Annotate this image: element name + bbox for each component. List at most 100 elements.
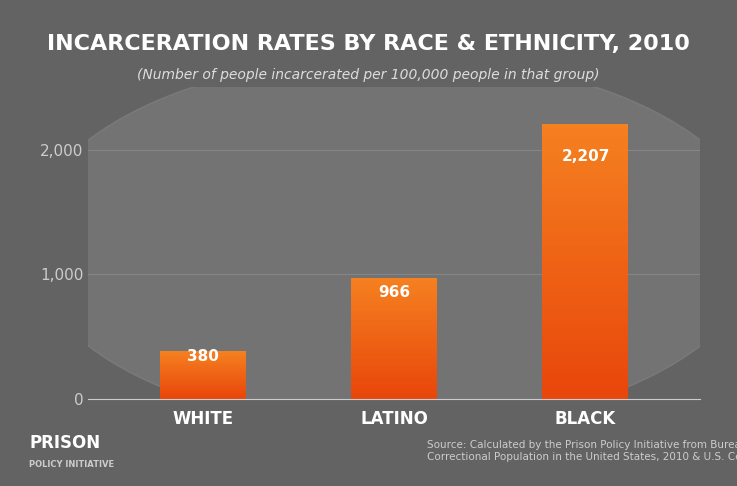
Bar (352, 289, 437, 290)
Bar (352, 313, 437, 314)
Bar (352, 335, 437, 336)
Bar (542, 209, 629, 212)
Bar (542, 278, 629, 280)
Bar (542, 371, 629, 374)
Bar (542, 149, 629, 152)
Bar (542, 377, 629, 379)
Bar (542, 385, 629, 387)
Text: 380: 380 (187, 349, 219, 364)
Bar (352, 314, 437, 315)
Bar (542, 228, 629, 231)
Bar (542, 261, 629, 264)
Bar (352, 287, 437, 288)
Bar (542, 390, 629, 393)
Bar (542, 316, 629, 319)
Bar (352, 382, 437, 383)
Bar (542, 245, 629, 247)
Bar (542, 239, 629, 242)
Bar (352, 327, 437, 328)
Bar (542, 280, 629, 283)
Bar (542, 360, 629, 363)
Bar (352, 333, 437, 335)
Bar (542, 127, 629, 129)
Bar (542, 352, 629, 355)
Bar (542, 365, 629, 368)
Bar (352, 309, 437, 310)
Text: 966: 966 (378, 285, 411, 300)
Bar (352, 300, 437, 301)
Bar (542, 355, 629, 357)
Bar (352, 391, 437, 393)
Bar (352, 390, 437, 391)
Bar (352, 320, 437, 322)
Bar (352, 376, 437, 377)
Bar (352, 373, 437, 375)
Bar (352, 386, 437, 388)
Bar (542, 198, 629, 201)
Bar (352, 381, 437, 382)
Bar (542, 256, 629, 259)
Bar (352, 323, 437, 324)
Bar (352, 345, 437, 346)
Bar (352, 338, 437, 340)
Bar (352, 279, 437, 281)
Bar (352, 304, 437, 305)
Bar (542, 182, 629, 184)
Bar (542, 214, 629, 217)
Text: INCARCERATION RATES BY RACE & ETHNICITY, 2010: INCARCERATION RATES BY RACE & ETHNICITY,… (47, 34, 690, 54)
Bar (542, 283, 629, 286)
Bar (542, 154, 629, 157)
Bar (352, 305, 437, 306)
Bar (542, 368, 629, 371)
Bar (542, 220, 629, 223)
Bar (352, 336, 437, 337)
Bar (352, 388, 437, 389)
Bar (542, 319, 629, 322)
Bar (352, 282, 437, 283)
Bar (352, 337, 437, 338)
Bar (542, 234, 629, 237)
Bar (542, 305, 629, 308)
Bar (352, 318, 437, 319)
Bar (352, 365, 437, 366)
Bar (352, 299, 437, 300)
Bar (352, 379, 437, 381)
Bar (352, 375, 437, 376)
Bar (352, 331, 437, 332)
Bar (352, 349, 437, 350)
Bar (542, 207, 629, 209)
Bar (352, 319, 437, 320)
Bar (542, 393, 629, 396)
Bar (352, 384, 437, 385)
Bar (352, 283, 437, 284)
Bar (542, 223, 629, 226)
Bar (542, 275, 629, 278)
Bar (352, 343, 437, 345)
Bar (542, 179, 629, 182)
Bar (352, 284, 437, 286)
Bar (542, 171, 629, 174)
Bar (542, 349, 629, 352)
Bar (352, 325, 437, 327)
Bar (352, 312, 437, 313)
Bar (352, 354, 437, 355)
Bar (352, 363, 437, 364)
Bar (542, 247, 629, 250)
Bar (352, 340, 437, 341)
Bar (542, 311, 629, 313)
Bar (352, 356, 437, 358)
Bar (542, 379, 629, 382)
Bar (542, 226, 629, 228)
Bar (542, 302, 629, 305)
Bar (352, 286, 437, 287)
Bar (352, 389, 437, 390)
Bar (542, 165, 629, 168)
Bar (542, 272, 629, 275)
Bar (352, 301, 437, 302)
Bar (352, 311, 437, 312)
Bar (352, 347, 437, 348)
Bar (352, 332, 437, 333)
Bar (542, 157, 629, 159)
Bar (352, 370, 437, 371)
Bar (542, 313, 629, 316)
